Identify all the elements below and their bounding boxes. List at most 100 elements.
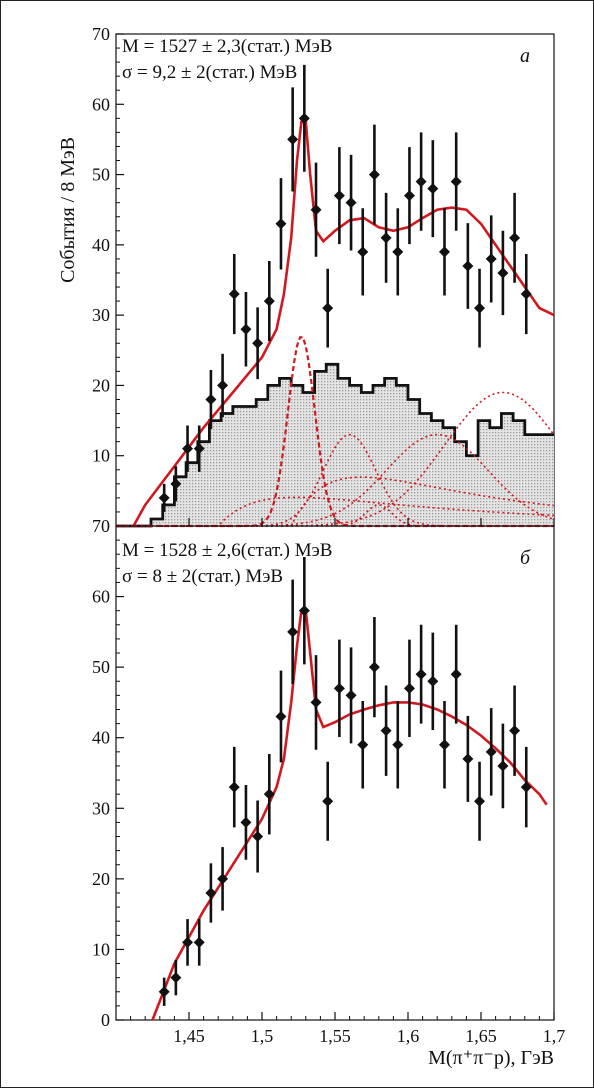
data-points-b [158,557,532,1006]
data-point [450,176,462,188]
histogram-bin [197,441,210,526]
fit-curve-a [132,120,555,527]
data-point [380,232,392,244]
data-point [298,605,310,617]
data-point [392,739,404,751]
histogram-bin [466,455,479,526]
background-histogram [116,362,554,528]
data-point [205,393,217,405]
histogram-bin [443,427,455,526]
histogram-bin [151,518,163,526]
data-points-a [158,64,532,512]
data-point [415,176,427,188]
histogram-bin [419,413,432,526]
histogram-bin [162,504,175,526]
data-point [462,260,474,272]
histogram-bin [256,399,268,526]
x-tick-label: 1,65 [465,1026,497,1046]
histogram-bin [337,378,350,526]
panel-a-label: а [520,45,530,67]
data-point [497,760,509,772]
y-tick-label: 30 [92,798,110,818]
data-point [520,781,532,793]
data-point [170,478,182,490]
panel-b: 0 10 20 30 40 50 60 70 1,45 1,5 1,55 1,6 1,65 1,7 M … [92,516,565,1046]
y-tick-label: 40 [92,235,110,255]
data-point [158,986,170,998]
data-point [217,379,229,391]
x-axis-label: M(π⁺π⁻p), ГэВ [428,1047,554,1069]
data-point [287,626,299,638]
histogram-bin [221,413,233,526]
data-point [310,204,322,216]
panel-b-axes [115,525,555,1021]
data-point [403,682,415,694]
histogram-outline [116,362,554,528]
data-point [182,936,194,948]
y-tick-label: 60 [92,94,110,114]
x-tick-label: 1,7 [543,1026,566,1046]
y-axis-label: События / 8 МэВ [57,137,79,283]
histogram-bin [478,420,490,526]
y-tick-label: 40 [92,728,110,748]
data-point [474,302,486,314]
y-tick-label: 30 [92,305,110,325]
histogram-bin [384,378,397,526]
histogram-bin [454,441,467,526]
data-point [170,972,182,984]
histogram-bin [501,413,514,526]
histogram-bin [314,371,327,526]
x-tick-label: 1,55 [319,1026,351,1046]
x-tick-label: 1,5 [251,1026,274,1046]
data-point [485,746,497,758]
data-point [228,288,240,300]
fit-component [116,433,555,527]
data-point [368,169,380,181]
data-point [205,887,217,899]
data-point [380,725,392,737]
data-point [333,682,345,694]
data-point [252,831,264,843]
data-point [240,816,252,828]
annotation-sigma-b: σ = 8 ± 2(стат.) МэВ [122,566,283,587]
histogram-bin [244,406,257,526]
data-point [427,183,439,195]
data-point [474,795,486,807]
histogram-bin [396,385,408,526]
y-tick-label: 70 [92,24,110,44]
data-point [217,873,229,885]
data-point [415,668,427,680]
annotation-mass-a: M = 1527 ± 2,3(стат.) МэВ [122,36,332,57]
data-point [520,288,532,300]
panel-b-y-ticks: 0 10 20 30 40 50 60 70 [92,516,124,1030]
x-axis-ticks: 1,45 1,5 1,55 1,6 1,65 1,7 [130,518,566,1046]
data-point [485,253,497,265]
data-point [462,753,474,765]
fit-component [116,391,555,527]
data-point [228,781,240,793]
histogram-bin [361,392,373,526]
histogram-bin [326,364,338,526]
data-point [322,302,334,314]
data-point [275,711,287,723]
y-tick-label: 0 [101,1010,110,1030]
panel-a: 10 20 30 40 50 60 70 M = 1527 ± 2,3(стат.) МэВ… [92,24,555,528]
data-point [345,689,357,701]
data-point [509,725,521,737]
histogram-bin [408,399,420,526]
data-point [263,295,275,307]
data-point [333,190,345,202]
histogram-bin [431,420,444,526]
y-tick-label: 20 [92,375,110,395]
histogram-bin [536,434,554,526]
data-point [392,246,404,258]
data-point [287,133,299,145]
data-point [403,190,415,202]
data-point [158,492,170,504]
histogram-bin [489,427,502,526]
data-point [193,443,205,455]
data-point [509,232,521,244]
y-tick-label: 10 [92,939,110,959]
x-tick-label: 1,45 [173,1026,205,1046]
